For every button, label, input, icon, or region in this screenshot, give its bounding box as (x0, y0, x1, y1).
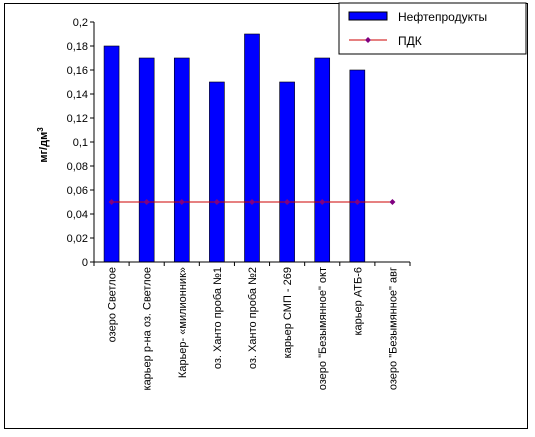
x-category-label: озеро Светлое (107, 267, 119, 342)
pdk-marker (319, 199, 326, 205)
x-category-label: Карьер- «милионник» (177, 267, 189, 378)
y-tick-label: 0 (82, 257, 88, 269)
y-tick-label: 0,04 (67, 209, 88, 221)
x-category-label: озеро "Безымянное" окт (317, 267, 329, 390)
pdk-marker (389, 199, 396, 205)
bar (244, 33, 260, 263)
pdk-marker (108, 199, 115, 205)
y-tick-label: 0,08 (67, 161, 88, 173)
x-category-label: карьер р-на оз. Светлое (142, 267, 154, 390)
bars (103, 33, 366, 263)
bar (103, 45, 120, 263)
legend-swatch-bar (348, 11, 388, 21)
pdk-marker (249, 199, 255, 205)
bar (138, 57, 155, 263)
y-tick-label: 0,14 (67, 89, 88, 101)
pdk-line (108, 199, 396, 205)
legend: Нефтепродукты ПДК (338, 2, 527, 55)
x-category-label: озеро "Безымянное" авг (387, 267, 399, 390)
legend-swatch-marker (365, 37, 371, 43)
y-tick-label: 0,12 (67, 113, 88, 125)
x-category-label: оз. Ханто проба №1 (212, 267, 224, 369)
bar (349, 69, 366, 263)
y-tick-label: 0,06 (67, 185, 88, 197)
x-axis: озеро Светлое карьер р-на оз. Светлое Карь… (93, 261, 411, 390)
y-axis-label-text: мг/дм (38, 132, 50, 163)
bar (279, 81, 295, 263)
bar (209, 81, 225, 263)
pdk-marker (354, 199, 361, 205)
legend-label-oil: Нефтепродукты (398, 10, 487, 24)
y-tick-label: 0,2 (73, 17, 88, 29)
x-category-label: оз. Ханто проба №2 (247, 267, 259, 369)
x-category-label: карьер СМП - 269 (282, 267, 294, 358)
y-tick-label: 0,02 (67, 233, 88, 245)
pdk-marker (143, 199, 150, 205)
bar (314, 57, 331, 263)
y-axis-label-superscript: 3 (36, 127, 45, 132)
y-tick-label: 0,18 (67, 41, 88, 53)
x-category-label: карьер АТБ-6 (352, 267, 364, 336)
pdk-marker (284, 199, 291, 205)
y-axis-label: мг/дм3 (36, 127, 50, 163)
pdk-marker (213, 199, 220, 205)
y-tick-label: 0,1 (73, 137, 88, 149)
chart-frame (4, 3, 528, 429)
legend-label-pdk: ПДК (398, 34, 422, 48)
pdk-marker (178, 199, 185, 205)
y-axis: 0 0,02 0,04 0,06 0,08 0,1 0,12 0,14 0,16 0,18 0,2 (67, 17, 95, 269)
bar (173, 57, 190, 263)
y-tick-label: 0,16 (67, 65, 88, 77)
